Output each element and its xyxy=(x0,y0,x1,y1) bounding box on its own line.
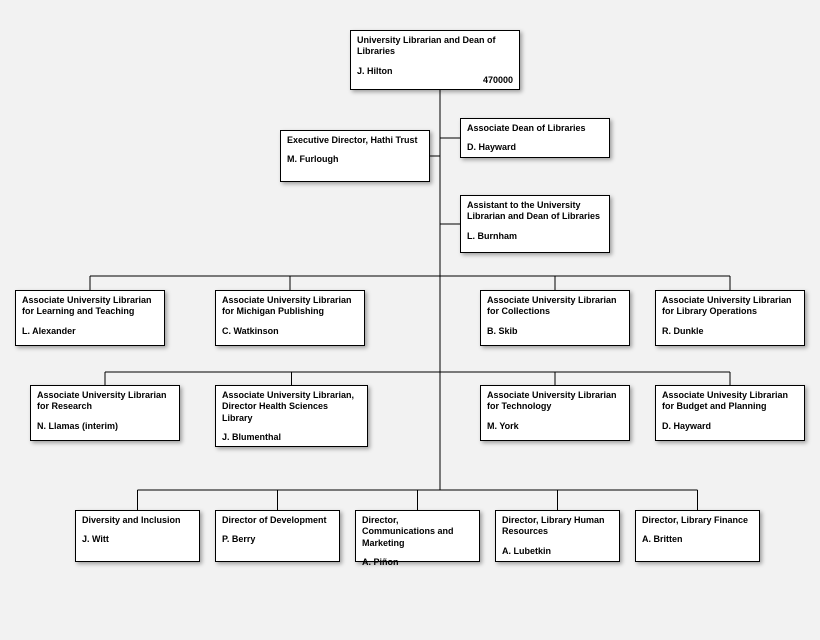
node-person: L. Burnham xyxy=(467,231,603,242)
node-root: University Librarian and Dean of Librari… xyxy=(350,30,520,90)
node-assoc_dean: Associate Dean of Libraries D. Hayward xyxy=(460,118,610,158)
node-exec_dir: Executive Director, Hathi Trust M. Furlou… xyxy=(280,130,430,182)
node-assistant: Assistant to the University Librarian an… xyxy=(460,195,610,253)
node-title: Associate University Librarian for Resea… xyxy=(37,390,173,413)
node-title: Director, Library Human Resources xyxy=(502,515,613,538)
node-comm: Director, Communications and MarketingA.… xyxy=(355,510,480,562)
node-title: Assistant to the University Librarian an… xyxy=(467,200,603,223)
node-title: Director of Development xyxy=(222,515,333,526)
node-person: A. Britten xyxy=(642,534,753,545)
node-finance: Director, Library Finance A. Britten xyxy=(635,510,760,562)
node-person: A. Lubetkin xyxy=(502,546,613,557)
node-aul_research: Associate University Librarian for Resea… xyxy=(30,385,180,441)
node-title: Associate Univesity Librarian for Budget… xyxy=(662,390,798,413)
node-aul_learning: Associate University Librarian for Learn… xyxy=(15,290,165,346)
node-person: R. Dunkle xyxy=(662,326,798,337)
node-aul_publishing: Associate University Librarian for Michi… xyxy=(215,290,365,346)
node-title: Executive Director, Hathi Trust xyxy=(287,135,423,146)
node-title: Director, Communications and Marketing xyxy=(362,515,473,549)
node-person: M. York xyxy=(487,421,623,432)
node-title: Associate University Librarian for Learn… xyxy=(22,295,158,318)
node-diversity: Diversity and Inclusion J. Witt xyxy=(75,510,200,562)
node-person: A. Piñon xyxy=(362,557,473,568)
node-aul_operations: Associate University Librarian for Libra… xyxy=(655,290,805,346)
node-person: P. Berry xyxy=(222,534,333,545)
node-aul_health: Associate University Librarian, Director… xyxy=(215,385,368,447)
node-title: Associate University Librarian for Colle… xyxy=(487,295,623,318)
node-dev: Director of Development P. Berry xyxy=(215,510,340,562)
node-code: 470000 xyxy=(483,75,513,86)
node-person: N. Llamas (interim) xyxy=(37,421,173,432)
node-person: M. Furlough xyxy=(287,154,423,165)
node-title: Associate University Librarian, Director… xyxy=(222,390,361,424)
node-person: J. Blumenthal xyxy=(222,432,361,443)
node-person: J. Witt xyxy=(82,534,193,545)
node-hr: Director, Library Human Resources A. Lube… xyxy=(495,510,620,562)
org-chart: { "chart": { "type": "org-chart", "backg… xyxy=(0,0,820,640)
node-aul_budget: Associate Univesity Librarian for Budget… xyxy=(655,385,805,441)
node-person: C. Watkinson xyxy=(222,326,358,337)
node-title: Associate University Librarian for Libra… xyxy=(662,295,798,318)
node-person: D. Hayward xyxy=(662,421,798,432)
node-person: D. Hayward xyxy=(467,142,603,153)
node-aul_tech: Associate University Librarian for Techn… xyxy=(480,385,630,441)
node-title: Associate University Librarian for Michi… xyxy=(222,295,358,318)
node-title: Associate Dean of Libraries xyxy=(467,123,603,134)
node-title: Director, Library Finance xyxy=(642,515,753,526)
node-title: Diversity and Inclusion xyxy=(82,515,193,526)
node-aul_collections: Associate University Librarian for Colle… xyxy=(480,290,630,346)
node-title: University Librarian and Dean of Librari… xyxy=(357,35,513,58)
node-person: B. Skib xyxy=(487,326,623,337)
node-title: Associate University Librarian for Techn… xyxy=(487,390,623,413)
node-person: L. Alexander xyxy=(22,326,158,337)
